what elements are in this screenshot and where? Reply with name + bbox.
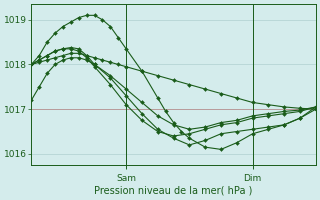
X-axis label: Pression niveau de la mer( hPa ): Pression niveau de la mer( hPa ) [94, 186, 253, 196]
